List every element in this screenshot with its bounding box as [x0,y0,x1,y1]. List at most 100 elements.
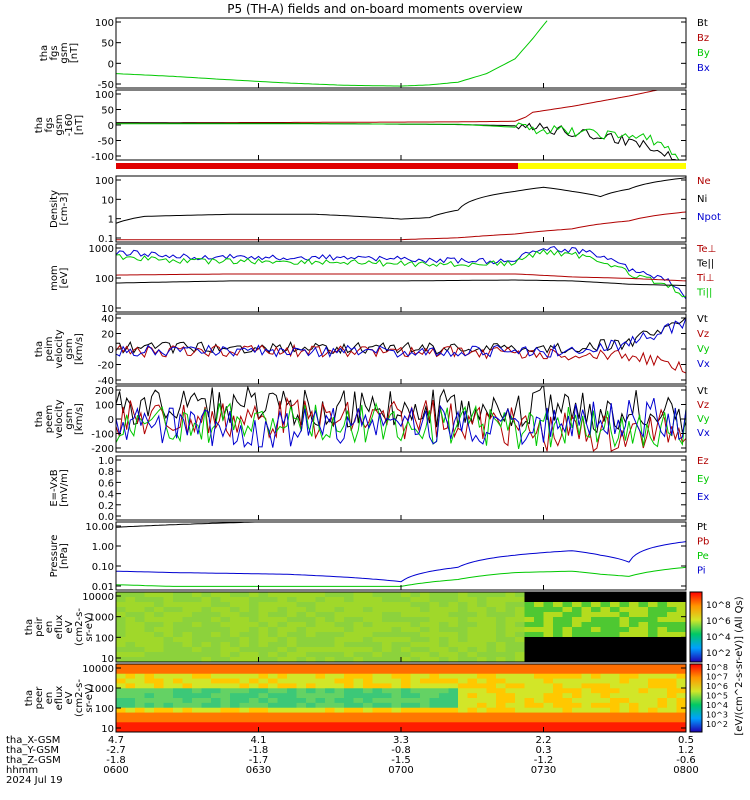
spectrogram-cell [344,622,354,628]
spectrogram-cell [154,597,164,603]
spectrogram-cell [401,652,411,658]
spectrogram-cell [676,698,686,704]
spectrogram-cell [572,683,582,689]
spectrogram-cell [182,617,193,623]
spectrogram-cell [163,647,174,653]
spectrogram-cell [505,707,516,714]
spectrogram-cell [239,642,250,648]
spectrogram-cell [391,607,402,613]
ephemeris-value: 3.3 [393,735,409,746]
spectrogram-cell [211,597,221,603]
spectrogram-cell [600,612,611,618]
spectrogram-cell [239,678,250,684]
spectrogram-cell [458,668,468,675]
spectrogram-cell [477,622,487,628]
spectrogram-cell [334,683,345,689]
spectrogram-cell [334,657,345,662]
spectrogram-cell [353,722,364,728]
spectrogram-cell [344,693,354,699]
spectrogram-cell [486,627,497,633]
spectrogram-cell [344,698,354,704]
ytick-label-fgs-dc: -50 [98,137,114,148]
spectrogram-cell [382,727,392,732]
spectrogram-cell [220,592,231,598]
spectrogram-cell [325,617,335,623]
spectrogram-cell [391,668,402,675]
spectrogram-cell [676,712,686,718]
spectrogram-cell [515,602,525,608]
spectrogram-cell [116,637,126,643]
legend-moment-temp-Ti||: Ti|| [696,288,712,299]
spectrogram-cell [258,702,269,709]
spectrogram-cell [515,693,525,699]
spectrogram-cell [192,717,202,723]
spectrogram-cell [410,727,421,732]
spectrogram-cell [277,668,288,675]
spectrogram-cell [600,722,611,728]
spectrogram-cell [600,673,611,680]
spectrogram-cell [163,693,174,699]
spectrogram-cell [572,678,582,684]
ephemeris-value: -1.5 [391,755,411,766]
spectrogram-cell [610,592,620,598]
spectrogram-cell [496,657,506,662]
spectrogram-cell [648,683,658,689]
spectrogram-cell [163,668,174,675]
spectrogram-cell [667,664,677,670]
spectrogram-cell [277,688,288,694]
spectrogram-cell [458,627,468,633]
spectrogram-cell [116,597,126,603]
colorbar-label: [eV/(cm^2-s-sr-eV)] (All Qs) [734,596,745,735]
spectrogram-cell [334,668,345,675]
spectrogram-cell [543,722,554,728]
ephemeris-value: -1.7 [249,755,269,766]
spectrogram-cell [629,592,639,598]
spectrogram-cell [154,673,164,680]
ephemeris-value: -2.7 [106,745,126,756]
chart-title: P5 (TH-A) fields and on-board moments ov… [227,2,523,16]
spectrogram-cell [325,678,335,684]
spectrogram-cell [439,707,449,714]
spectrogram-cell [382,627,392,633]
spectrogram-cell [258,657,269,662]
spectrogram-cell [315,632,326,638]
spectrogram-cell [268,688,278,694]
spectrogram-cell [667,678,677,684]
ytick-label-pressure: 10.00 [85,522,114,533]
spectrogram-cell [201,607,212,613]
spectrogram-cell [363,627,373,633]
spectrogram-cell [125,722,136,728]
spectrogram-cell [182,592,193,598]
spectrogram-cell [467,642,478,648]
spectrogram-cell [192,627,202,633]
spectrogram-cell [581,647,592,653]
spectrogram-cell [372,712,383,718]
series-peim-Vx [116,317,686,358]
spectrogram-cell [410,592,421,598]
spectrogram-cell [429,673,440,680]
spectrogram-cell [543,607,554,613]
ephemeris-value: 1.2 [678,745,694,756]
spectrogram-cell [220,712,231,718]
spectrogram-cell [667,642,677,648]
spectrogram-cell [372,698,383,704]
spectrogram-cell [600,602,611,608]
spectrogram-cell [667,637,677,643]
spectrogram-cell [591,688,601,694]
spectrogram-cell [401,678,411,684]
spectrogram-cell [610,683,620,689]
spectrogram-cell [249,702,259,709]
spectrogram-cell [296,602,307,608]
spectrogram-cell [458,717,468,723]
spectrogram-cell [163,698,174,704]
legend-peem-Vz: Vz [697,400,709,411]
spectrogram-cell [344,707,354,714]
spectrogram-cell [154,652,164,658]
spectrogram-cell [619,632,630,638]
spectrogram-cell [296,712,307,718]
spectrogram-cell [638,678,649,684]
spectrogram-cell [562,647,573,653]
spectrogram-cell [163,707,174,714]
spectrogram-cell [372,664,383,670]
spectrogram-cell [534,727,544,732]
